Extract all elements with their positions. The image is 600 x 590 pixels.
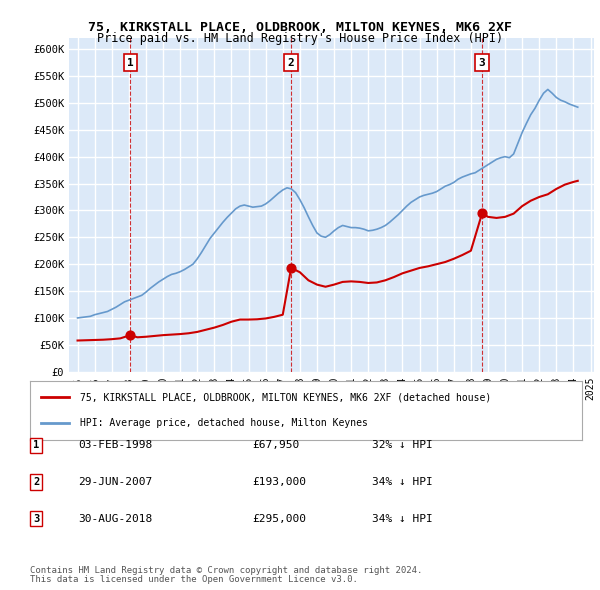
Text: HPI: Average price, detached house, Milton Keynes: HPI: Average price, detached house, Milt… (80, 418, 368, 428)
Text: 75, KIRKSTALL PLACE, OLDBROOK, MILTON KEYNES, MK6 2XF: 75, KIRKSTALL PLACE, OLDBROOK, MILTON KE… (88, 21, 512, 34)
Text: 32% ↓ HPI: 32% ↓ HPI (372, 441, 433, 450)
Text: 2: 2 (33, 477, 39, 487)
Text: 2: 2 (288, 58, 295, 67)
Text: 34% ↓ HPI: 34% ↓ HPI (372, 477, 433, 487)
Text: 1: 1 (127, 58, 134, 67)
Text: 3: 3 (479, 58, 485, 67)
Text: £193,000: £193,000 (252, 477, 306, 487)
Point (125, 330, 135, 340)
Text: 34% ↓ HPI: 34% ↓ HPI (372, 514, 433, 523)
Text: 03-FEB-1998: 03-FEB-1998 (78, 441, 152, 450)
Text: 1: 1 (33, 441, 39, 450)
Text: Price paid vs. HM Land Registry's House Price Index (HPI): Price paid vs. HM Land Registry's House … (97, 32, 503, 45)
Text: 3: 3 (33, 514, 39, 523)
Text: £295,000: £295,000 (252, 514, 306, 523)
Point (478, 208, 487, 218)
Text: 75, KIRKSTALL PLACE, OLDBROOK, MILTON KEYNES, MK6 2XF (detached house): 75, KIRKSTALL PLACE, OLDBROOK, MILTON KE… (80, 392, 491, 402)
Point (286, 263, 296, 273)
Text: 29-JUN-2007: 29-JUN-2007 (78, 477, 152, 487)
Text: 30-AUG-2018: 30-AUG-2018 (78, 514, 152, 523)
Text: Contains HM Land Registry data © Crown copyright and database right 2024.: Contains HM Land Registry data © Crown c… (30, 566, 422, 575)
Text: £67,950: £67,950 (252, 441, 299, 450)
Text: This data is licensed under the Open Government Licence v3.0.: This data is licensed under the Open Gov… (30, 575, 358, 584)
